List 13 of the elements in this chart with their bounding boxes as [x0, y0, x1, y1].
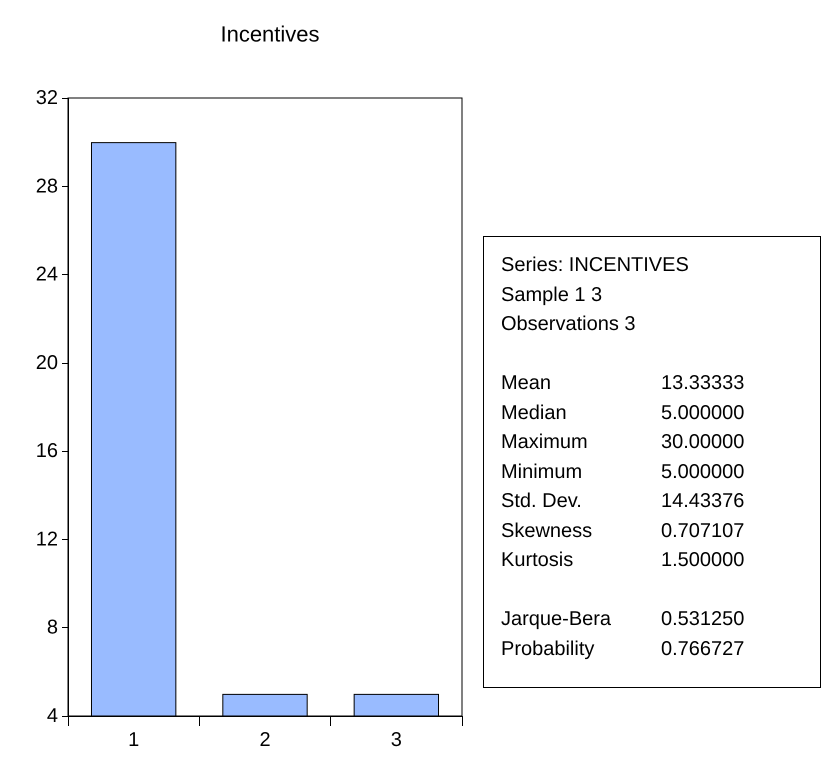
y-tick-label: 28 — [36, 175, 58, 198]
x-tick-label: 3 — [390, 729, 402, 751]
statistics-table: Series: INCENTIVES Sample 1 3 Observations 3 Mean 13.33333 Median 5.000000 Maximum 30.00000 Minimum 5.000000 Std. Dev. 14.43376 Skewness 0.707107 Kurtosis 1.500000 Jarque-Bera 0.531250 Probability 0.766727 — [483, 236, 821, 688]
x-tick-label: 2 — [259, 729, 271, 751]
y-tick-label: 32 — [36, 87, 58, 109]
y-tick-label: 4 — [46, 705, 58, 727]
y-tick-label: 16 — [36, 440, 58, 462]
y-tick-label: 12 — [36, 528, 58, 550]
y-tick-label: 20 — [36, 352, 58, 374]
x-tick-label: 1 — [128, 729, 140, 751]
y-tick-label: 8 — [46, 616, 58, 639]
chart-title: Incentives — [220, 22, 320, 46]
y-tick-label: 24 — [36, 264, 58, 286]
